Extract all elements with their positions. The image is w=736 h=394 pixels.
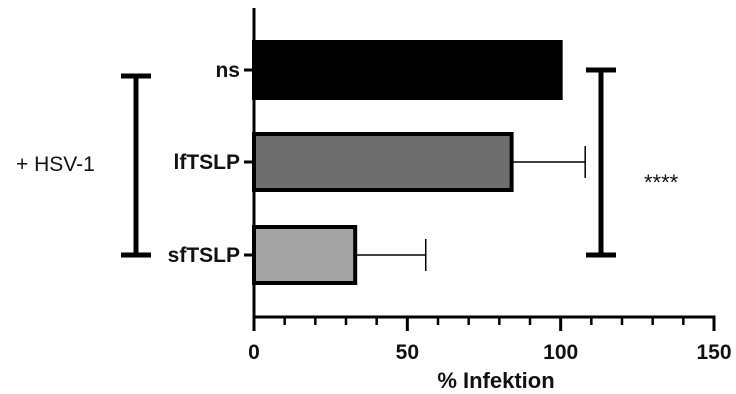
category-label-ns: ns (215, 59, 240, 82)
axes-layer (244, 8, 716, 331)
category-label-sfTSLP: sfTSLP (168, 244, 240, 267)
bar-sfTSLP (252, 225, 358, 285)
bar-ns (252, 40, 563, 100)
x-tick-label-0: 0 (248, 341, 260, 364)
x-tick-label-100: 100 (543, 341, 578, 364)
annotation-layer: + HSV-1 **** (16, 67, 679, 258)
bars-layer (252, 40, 586, 285)
labels-layer: ns lfTSLP sfTSLP 0 50 100 150 % Infektion (168, 59, 732, 393)
bar-lfTSLP (252, 132, 514, 192)
x-tick-label-150: 150 (696, 341, 731, 364)
x-tick-label-50: 50 (396, 341, 419, 364)
category-label-lfTSLP: lfTSLP (174, 151, 241, 174)
significance-label: **** (644, 170, 679, 195)
group-label: + HSV-1 (16, 153, 95, 176)
x-axis-title: % Infektion (437, 368, 554, 393)
